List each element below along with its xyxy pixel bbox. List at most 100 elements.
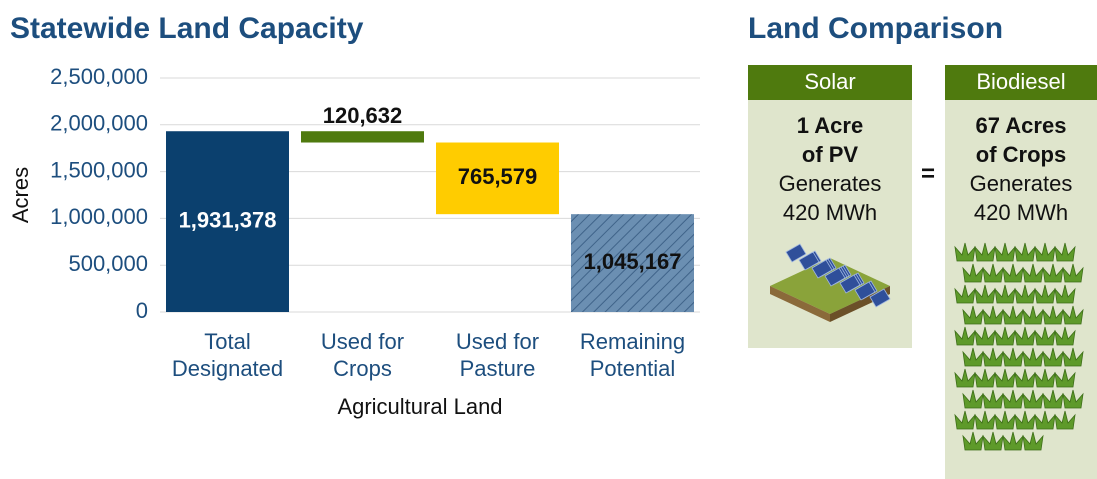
solar-panel [785,243,807,263]
grass-icon [974,284,996,304]
card-text: of PV [802,142,859,167]
grass-icon [1022,347,1044,367]
card-text: Generates [970,171,1073,196]
card-text: 1 Acre [797,113,863,138]
grass-icon [954,242,976,262]
grass-icon [974,242,996,262]
grass-icon [1022,389,1044,409]
solar-panel [854,281,876,301]
card-text: 67 Acres [976,113,1067,138]
card-header-text: Biodiesel [976,69,1065,94]
grass-icon [1034,284,1056,304]
x-tick-label: Used for Pasture [455,329,540,381]
card-text: 420 MWh [783,200,877,225]
comparison-title: Land Comparison [748,12,1003,45]
data-label: 765,579 [458,164,538,189]
card-text: Generates [779,171,882,196]
grass-icon [962,305,984,325]
grass-icon [1062,263,1084,283]
grass-icon [1034,368,1056,388]
grass-icon [1002,263,1024,283]
grass-icon [994,326,1016,346]
x-tick-label: Used for Crops [320,329,405,381]
data-label: 1,931,378 [179,207,277,232]
grass-icon [1022,263,1044,283]
grass-icon [982,263,1004,283]
grass-icon [1002,431,1024,451]
grass-icon [1014,242,1036,262]
grass-icon [954,410,976,430]
grass-icon [1054,410,1076,430]
data-label: 1,045,167 [584,249,682,274]
y-tick-label: 2,000,000 [50,111,148,136]
grass-icon [1034,410,1056,430]
grass-icon [994,242,1016,262]
grass-icon [1042,347,1064,367]
equals-sign: = [921,160,935,187]
grass-icon [1022,305,1044,325]
bar [436,142,559,215]
grass-icons [954,242,1084,451]
x-tick-label: Total Designated [171,329,284,381]
card [945,100,1097,479]
grass-icon [1054,284,1076,304]
solar-icon [770,258,890,322]
grass-icon [1062,389,1084,409]
x-tick-label: Remaining Potential [579,329,686,381]
bar [301,131,424,143]
y-tick-label: 0 [136,298,148,323]
card-header [748,65,912,100]
grass-icon [1054,368,1076,388]
grass-icon [982,389,1004,409]
grass-icon [974,368,996,388]
grass-icon [994,284,1016,304]
grass-icon [1014,284,1036,304]
grass-icon [1002,347,1024,367]
grass-icon [1022,431,1044,451]
y-tick-label: 500,000 [68,251,148,276]
grass-icon [962,431,984,451]
grass-icon [954,326,976,346]
data-label: 120,632 [323,103,403,128]
grass-icon [962,347,984,367]
grass-icon [974,410,996,430]
y-tick-label: 1,500,000 [50,157,148,182]
card-header-text: Solar [804,69,855,94]
grass-icon [1014,368,1036,388]
bar [571,214,694,312]
x-axis-label: Agricultural Land [337,394,502,419]
grass-icon [982,305,1004,325]
card-header [945,65,1097,100]
solar-panel [811,259,833,279]
grass-icon [1062,305,1084,325]
y-tick-label: 2,500,000 [50,64,148,89]
grass-icon [1062,347,1084,367]
grass-icon [1034,242,1056,262]
grass-icon [1054,326,1076,346]
grass-icon [954,284,976,304]
card-text: 420 MWh [974,200,1068,225]
y-tick-label: 1,000,000 [50,204,148,229]
solar-panel [869,288,891,308]
y-axis-label: Acres [8,167,33,223]
grass-icon [962,389,984,409]
grass-icon [982,347,1004,367]
solar-panel [824,267,846,287]
grass-icon [1014,410,1036,430]
card-text: of Crops [976,142,1066,167]
solar-panel [839,274,861,294]
solar-panels [785,243,891,308]
grass-icon [994,368,1016,388]
grass-icon [1034,326,1056,346]
bar [166,131,289,312]
chart-title: Statewide Land Capacity [10,12,364,45]
grass-icon [1054,242,1076,262]
grass-icon [1042,305,1064,325]
grass-icon [982,431,1004,451]
grass-icon [962,263,984,283]
solar-panel [798,251,820,271]
grass-icon [1042,263,1064,283]
grass-icon [954,368,976,388]
